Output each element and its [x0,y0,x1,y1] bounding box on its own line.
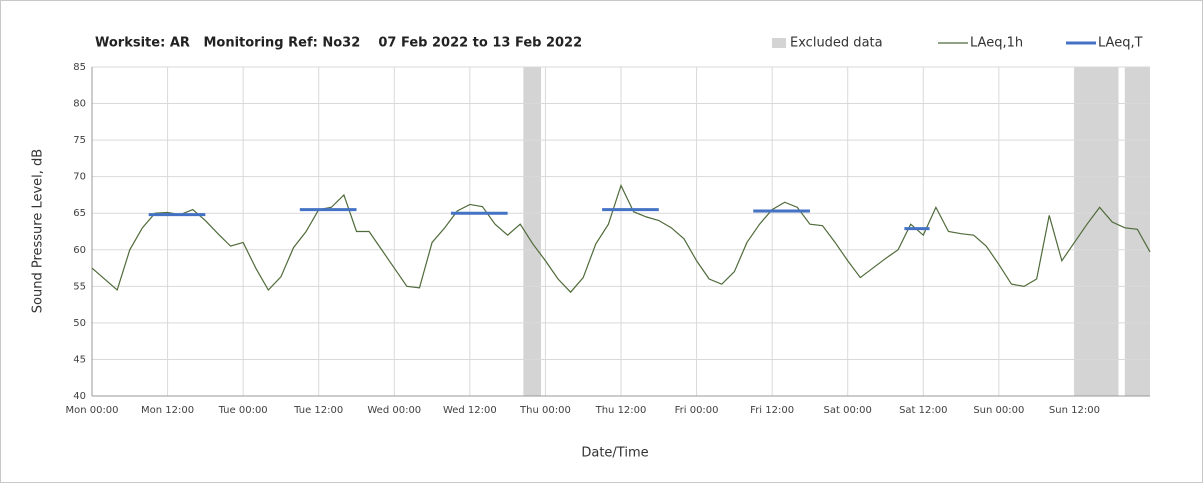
legend-label: LAeq,1h [970,36,1023,51]
x-tick-label: Tue 12:00 [293,405,343,416]
x-tick-label: Mon 12:00 [141,405,194,416]
y-tick-label: 60 [73,245,86,256]
line-series [91,183,1151,294]
x-tick-label: Wed 00:00 [367,405,421,416]
x-tick-label: Mon 00:00 [65,405,118,416]
x-tick-label: Sat 00:00 [824,405,872,416]
legend-label: Excluded data [790,36,883,51]
excluded-band [1124,67,1150,396]
y-tick-label: 65 [73,208,86,219]
y-tick-label: 75 [73,135,86,146]
y-tick-label: 85 [73,62,86,73]
y-tick-label: 80 [73,99,86,110]
x-tick-label: Sun 12:00 [1049,405,1100,416]
y-tick-label: 40 [73,391,86,402]
y-tick-label: 55 [73,281,86,292]
x-tick-label: Tue 00:00 [218,405,268,416]
x-tick-label: Thu 12:00 [595,405,647,416]
x-tick-label: Fri 00:00 [675,405,719,416]
x-tick-label: Wed 12:00 [443,405,497,416]
legend-label: LAeq,T [1098,36,1143,51]
y-tick-label: 45 [73,354,86,365]
excluded-band [1074,67,1119,396]
excluded-band [523,67,542,396]
x-tick-label: Thu 00:00 [519,405,571,416]
x-tick-label: Fri 12:00 [750,405,794,416]
x-axis-title: Date/Time [581,446,648,461]
legend-swatch [772,38,786,48]
y-axis-title: Sound Pressure Level, dB [31,149,46,313]
x-tick-label: Sat 12:00 [899,405,947,416]
y-tick-label: 50 [73,318,86,329]
chart-title: Worksite: AR Monitoring Ref: No32 07 Feb… [95,36,582,51]
y-tick-label: 70 [73,172,86,183]
x-tick-label: Sun 00:00 [973,405,1024,416]
